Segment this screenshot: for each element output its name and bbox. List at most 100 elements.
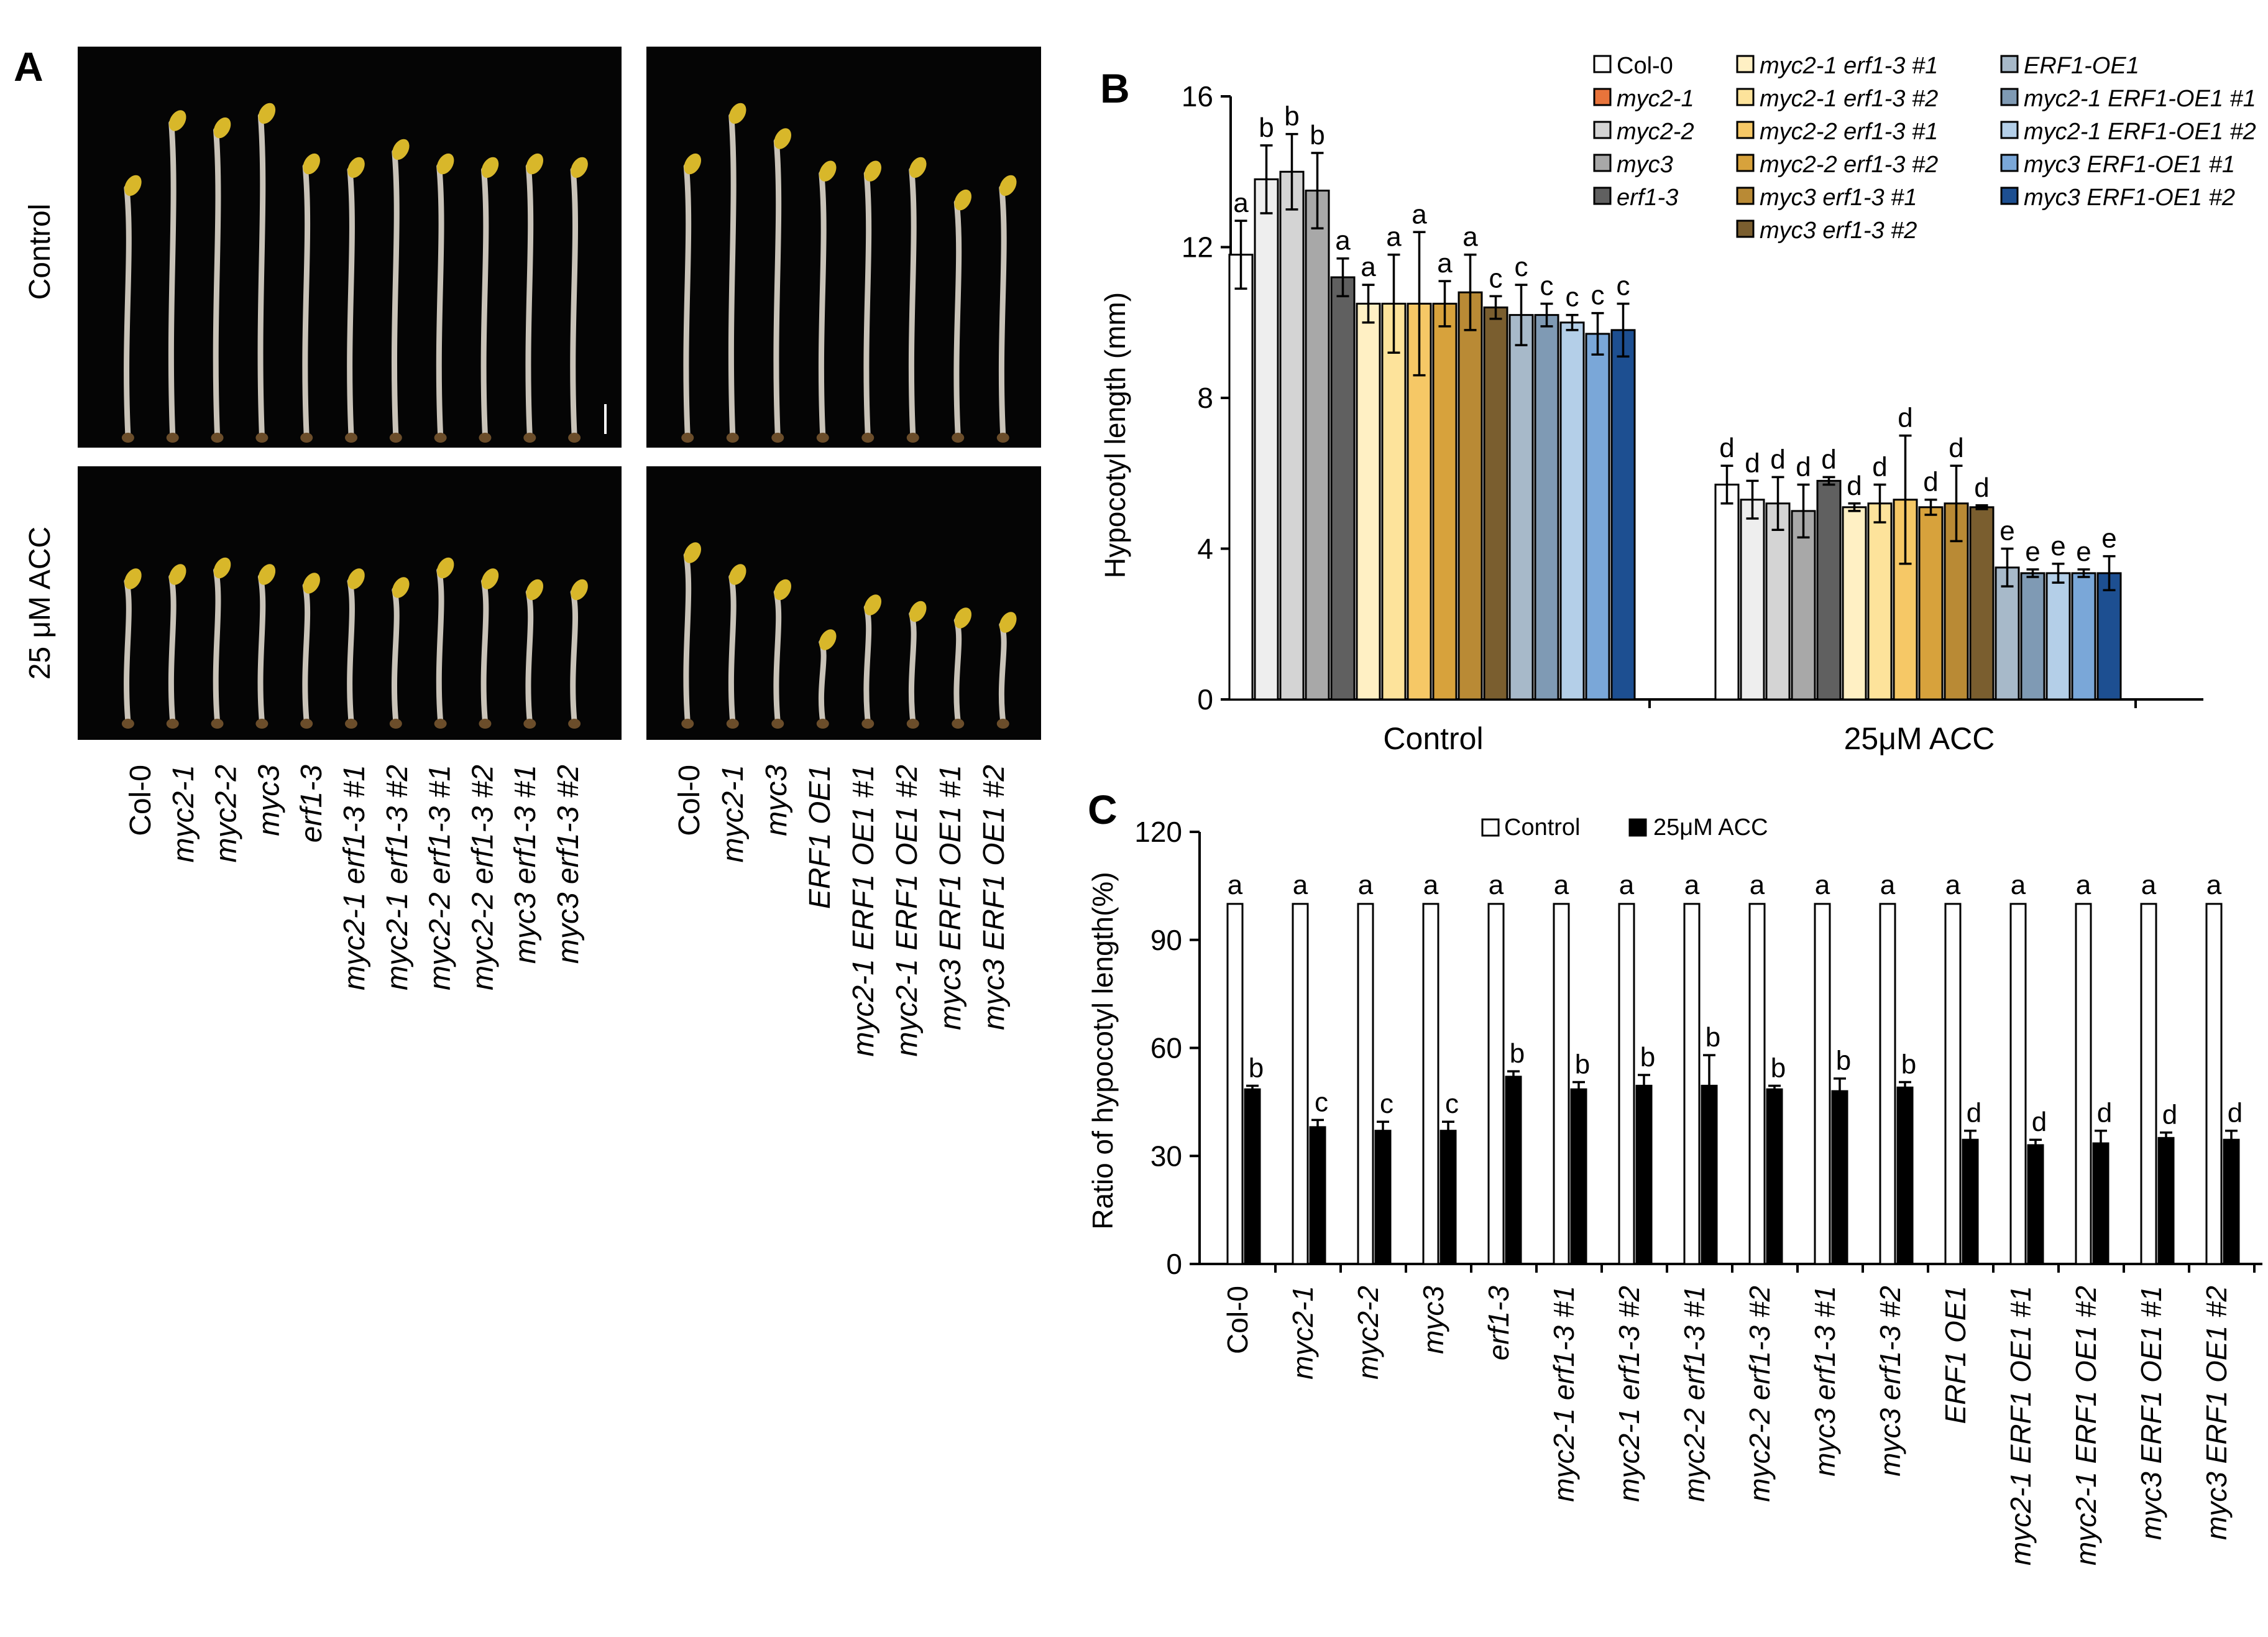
chart-c-bar-control-erf1-oe1 <box>1944 903 1962 1265</box>
chart-b-y-tick-label-3: 12 <box>1182 231 1213 264</box>
seedling-control-left-7-cotyledon <box>436 153 454 175</box>
seedling-control-left-5-hypocotyl <box>347 167 355 438</box>
chart-c-bar-acc-erf1-3 <box>1505 1076 1522 1265</box>
chart-b-legend-label-myc2-2-erf1-3-2: myc2-2 erf1-3 #2 <box>1760 152 1938 178</box>
chart-b-letter-control-myc3-erf1-3-2: c <box>1489 263 1503 293</box>
chart-b-y-axis-title: Hypocotyl length (mm) <box>1099 292 1131 578</box>
chart-c-bar-control-myc2-2-erf1-3-2 <box>1748 903 1766 1265</box>
seedling-control-right-1-cotyledon <box>729 103 746 124</box>
chart-c-letter-acc-myc3: c <box>1445 1089 1459 1119</box>
chart-b-bar-control-erf1-oe1 <box>1508 314 1534 701</box>
chart-c-letter-acc-myc2-1-erf1-oe1-1: d <box>2032 1107 2047 1137</box>
chart-b-bar-25-m-acc-myc2-1-erf1-3-1 <box>1842 506 1867 701</box>
photo-control-right <box>646 47 1041 448</box>
seedling-acc-left-8-hypocotyl <box>480 578 489 724</box>
chart-c-letter-control-myc2-1-erf1-3-2: a <box>1619 870 1635 900</box>
chart-c-x-label-myc2-2: myc2-2 <box>1352 1286 1384 1380</box>
genotype-label-right-5: myc2-1 ERF1 OE1 #2 <box>891 765 924 1057</box>
chart-c-x-label-myc2-1: myc2-1 <box>1287 1286 1319 1380</box>
chart-b-legend-label-erf1-oe1: ERF1-OE1 <box>2024 53 2139 79</box>
seedling-acc-left-9-cotyledon <box>526 579 544 601</box>
seedling-control-left-4-seed <box>300 433 313 443</box>
chart-c-letter-acc-col-0: b <box>1249 1053 1264 1083</box>
chart-c-letter-acc-myc3-erf1-3-2: b <box>1901 1049 1916 1080</box>
chart-c-letter-control-myc2-1-erf1-3-1: a <box>1554 870 1569 900</box>
genotype-label-right-6: myc3 ERF1 OE1 #1 <box>934 765 967 1030</box>
seedling-acc-left-1-cotyledon <box>168 564 186 585</box>
chart-c-letter-acc-myc2-1-erf1-3-1: b <box>1575 1049 1590 1080</box>
genotype-label-right-7: myc3 ERF1 OE1 #2 <box>978 765 1011 1030</box>
chart-b-legend-swatch-myc2-2-erf1-3-2 <box>1736 154 1755 172</box>
chart-c-x-label-myc3-erf1-3-1: myc3 erf1-3 #1 <box>1809 1286 1841 1477</box>
seedling-control-left-8-seed <box>479 433 492 443</box>
chart-c-bar-acc-myc2-1-erf1-3-1 <box>1570 1088 1587 1265</box>
chart-b-bar-25-m-acc-col-0 <box>1714 483 1740 701</box>
seedling-control-right-5-seed <box>906 433 919 443</box>
chart-b-letter-control-myc2-1-erf1-oe1-2: c <box>1566 282 1579 313</box>
chart-c-bar-control-myc3-erf1-3-2 <box>1879 903 1896 1265</box>
chart-b-bar-25-m-acc-myc2-1-erf1-oe1-1 <box>2020 572 2045 701</box>
chart-c-bar-control-myc3-erf1-oe1-1 <box>2140 903 2157 1265</box>
chart-b-bar-25-m-acc-myc3 <box>1791 510 1816 701</box>
chart-b-legend-label-myc3-erf1-oe1-2: myc3 ERF1-OE1 #2 <box>2024 185 2235 211</box>
chart-b-bar-control-myc2-1-erf1-oe1-1 <box>1534 314 1559 701</box>
seedling-control-left-2-hypocotyl <box>213 127 221 438</box>
chart-b-letter-control-myc3: b <box>1310 120 1325 150</box>
seedling-control-left-1-hypocotyl <box>168 120 177 438</box>
chart-b-legend-label-myc3: myc3 <box>1617 152 1673 178</box>
chart-b-legend-label-erf1-3: erf1-3 <box>1617 185 1678 211</box>
seedling-acc-right-6-cotyledon <box>954 607 971 629</box>
chart-c-bar-acc-myc3-erf1-oe1-1 <box>2157 1137 2175 1265</box>
seedling-acc-left-7-cotyledon <box>436 557 454 579</box>
seedling-control-right-6-cotyledon <box>954 189 971 211</box>
seedling-control-right-6-seed <box>952 433 965 443</box>
chart-b-legend-label-myc2-1: myc2-1 <box>1617 86 1694 112</box>
seedling-control-right-3-cotyledon <box>819 160 837 182</box>
seedling-acc-left-1-hypocotyl <box>168 574 177 724</box>
chart-c-letter-control-myc2-2-erf1-3-2: a <box>1750 870 1765 900</box>
chart-b-legend-label-myc2-1-erf1-oe1-1: myc2-1 ERF1-OE1 #1 <box>2024 86 2256 112</box>
genotype-label-right-1: myc2-1 <box>717 765 750 862</box>
seedling-acc-right-6-seed <box>952 719 965 729</box>
chart-c-x-label-myc2-1-erf1-3-1: myc2-1 erf1-3 #1 <box>1548 1286 1580 1502</box>
chart-b-bar-25-m-acc-myc2-1 <box>1740 499 1765 701</box>
chart-b-bar-control-myc2-1-erf1-oe1-2 <box>1559 321 1585 701</box>
seedling-control-left-9-hypocotyl <box>525 164 534 438</box>
seedling-control-right-1-hypocotyl <box>728 113 737 438</box>
chart-c-legend-label-acc: 25μM ACC <box>1653 814 1768 841</box>
chart-b-bar-25-m-acc-myc3-erf1-3-2 <box>1969 506 1995 701</box>
seedling-acc-right-1-hypocotyl <box>728 574 737 724</box>
seedling-control-right-3-hypocotyl <box>818 170 827 438</box>
chart-c-bar-control-erf1-3 <box>1487 903 1505 1265</box>
chart-c-letter-acc-myc3-erf1-oe1-2: d <box>2228 1098 2243 1128</box>
chart-b-letter-control-col-0: a <box>1233 188 1249 218</box>
chart-b-y-tick-label-1: 4 <box>1197 533 1213 565</box>
seedling-control-right-3-seed <box>816 433 829 443</box>
seedling-control-left-6-seed <box>389 433 402 443</box>
chart-b-bar-control-myc3 <box>1305 190 1330 701</box>
seedling-control-left-8-hypocotyl <box>480 167 489 438</box>
seedling-control-left-1-seed <box>166 433 179 443</box>
seedling-control-right-6-hypocotyl <box>953 200 962 438</box>
genotype-label-left-0: Col-0 <box>124 765 157 836</box>
chart-b-bar-control-myc2-1 <box>1254 178 1279 701</box>
seedling-acc-left-9-hypocotyl <box>525 589 534 724</box>
chart-b-legend-label-myc2-2-erf1-3-1: myc2-2 erf1-3 #1 <box>1760 119 1938 145</box>
chart-c-letter-acc-myc2-2-erf1-3-2: b <box>1771 1053 1786 1083</box>
seedling-acc-left-5-cotyledon <box>347 568 365 589</box>
chart-c-bar-acc-myc2-2 <box>1374 1130 1392 1265</box>
chart-c-bar-acc-myc2-2-erf1-3-2 <box>1766 1088 1783 1265</box>
chart-c-letter-acc-myc2-1: c <box>1315 1087 1328 1117</box>
seedling-acc-right-2-hypocotyl <box>773 589 782 724</box>
chart-b-legend-swatch-myc3-erf1-3-1 <box>1736 187 1755 205</box>
chart-c-letter-control-myc3: a <box>1423 870 1439 900</box>
genotype-label-left-10: myc3 erf1-3 #2 <box>552 765 585 964</box>
chart-c-legend-swatch-control <box>1481 818 1500 837</box>
chart-c-x-label-myc3: myc3 <box>1417 1286 1449 1354</box>
seedling-acc-right-3-seed <box>816 719 829 729</box>
chart-c-bar-control-myc2-2 <box>1357 903 1374 1265</box>
genotype-label-left-9: myc3 erf1-3 #1 <box>509 765 542 964</box>
seedling-control-left-7-hypocotyl <box>436 164 444 438</box>
chart-b-bar-25-m-acc-myc3-erf1-oe1-2 <box>2096 572 2122 701</box>
